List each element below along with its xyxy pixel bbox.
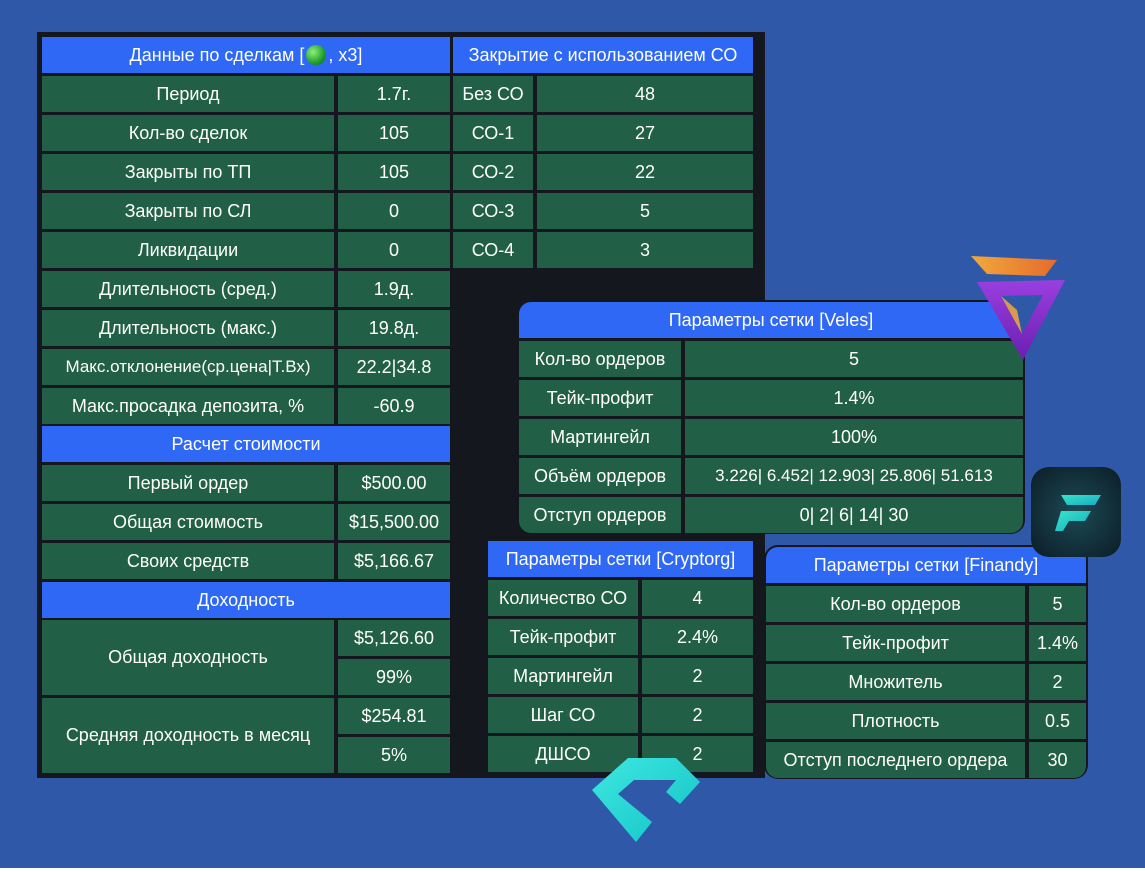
cryptorg-row-label: Шаг СО [488, 697, 638, 733]
deals-title-suffix: , x3] [328, 44, 363, 65]
cryptorg-table-header: Параметры сетки [Cryptorg] [488, 541, 753, 577]
deals-row-label: Макс.отклонение(ср.цена|Т.Вх) [42, 349, 334, 385]
veles-row-value: 3.226| 6.452| 12.903| 25.806| 51.613 [685, 458, 1023, 494]
cost-row-value: $15,500.00 [338, 504, 450, 540]
finandy-row-value: 5 [1029, 586, 1086, 622]
veles-logo-icon [971, 256, 1065, 360]
cryptorg-panel [486, 539, 755, 773]
bottom-strip [0, 868, 1145, 872]
deals-row-label: Кол-во сделок [42, 115, 334, 151]
veles-row-label: Тейк-профит [519, 380, 681, 416]
veles-row-value: 0| 2| 6| 14| 30 [685, 497, 1023, 533]
avg-profit-pct: 5% [338, 737, 450, 773]
cost-row-label: Общая стоимость [42, 504, 334, 540]
cryptorg-row-label: Мартингейл [488, 658, 638, 694]
deals-row-value: 105 [338, 154, 450, 190]
cost-row-value: $5,166.67 [338, 543, 450, 579]
finandy-logo-icon [1031, 467, 1121, 557]
deals-row-label: Ликвидации [42, 232, 334, 268]
finandy-row-label: Множитель [766, 664, 1025, 700]
avg-profit-label: Средняя доходность в месяц [42, 698, 334, 773]
deals-row-value: 22.2|34.8 [338, 349, 450, 385]
veles-row-value: 5 [685, 341, 1023, 377]
closing-row-label: СО-1 [453, 115, 533, 151]
closing-row-value: 22 [537, 154, 753, 190]
veles-panel [517, 300, 1025, 534]
cryptorg-row-value: 4 [642, 580, 753, 616]
cost-row-label: Первый ордер [42, 465, 334, 501]
closing-row-label: СО-4 [453, 232, 533, 268]
cost-row-label: Своих средств [42, 543, 334, 579]
avg-profit-usd: $254.81 [338, 698, 450, 734]
veles-row-label: Мартингейл [519, 419, 681, 455]
closing-row-label: СО-3 [453, 193, 533, 229]
deals-row-label: Длительность (макс.) [42, 310, 334, 346]
deals-row-label: Макс.просадка депозита, % [42, 388, 334, 424]
cryptorg-row-value: 2 [642, 658, 753, 694]
green-status-dot-icon [306, 45, 327, 65]
closing-row-value: 5 [537, 193, 753, 229]
closing-row-label: Без СО [453, 76, 533, 112]
cryptorg-row-label: Количество СО [488, 580, 638, 616]
veles-table-header: Параметры сетки [Veles] [519, 302, 1023, 338]
deals-row-value: -60.9 [338, 388, 450, 424]
total-profit-pct: 99% [338, 659, 450, 695]
cryptorg-row-value: 2.4% [642, 619, 753, 655]
cryptorg-row-value: 2 [642, 697, 753, 733]
deals-row-value: 0 [338, 193, 450, 229]
cryptorg-row-label: Тейк-профит [488, 619, 638, 655]
closing-row-value: 48 [537, 76, 753, 112]
finandy-row-label: Кол-во ордеров [766, 586, 1025, 622]
finandy-row-value: 1.4% [1029, 625, 1086, 661]
finandy-row-label: Плотность [766, 703, 1025, 739]
total-profit-usd: $5,126.60 [338, 620, 450, 656]
deals-row-label: Закрыты по СЛ [42, 193, 334, 229]
deals-row-value: 105 [338, 115, 450, 151]
closing-table-header: Закрытие с использованием СО [453, 37, 753, 73]
veles-row-label: Кол-во ордеров [519, 341, 681, 377]
deals-row-label: Длительность (сред.) [42, 271, 334, 307]
finandy-row-value: 0.5 [1029, 703, 1086, 739]
finandy-row-value: 30 [1029, 742, 1086, 778]
finandy-panel [764, 545, 1088, 779]
deals-row-value: 0 [338, 232, 450, 268]
cryptorg-row-label: ДШСО [488, 736, 638, 772]
deals-table-header: Данные по сделкам [ , x3] [42, 37, 450, 73]
cost-row-value: $500.00 [338, 465, 450, 501]
profit-section-header: Доходность [42, 582, 450, 618]
deals-row-label: Закрыты по ТП [42, 154, 334, 190]
veles-row-value: 100% [685, 419, 1023, 455]
cryptorg-logo-icon [592, 758, 700, 842]
deals-row-value: 1.9д. [338, 271, 450, 307]
closing-row-value: 27 [537, 115, 753, 151]
deals-row-label: Период [42, 76, 334, 112]
finandy-table-header: Параметры сетки [Finandy] [766, 547, 1086, 583]
cost-section-header: Расчет стоимости [42, 426, 450, 462]
finandy-row-label: Тейк-профит [766, 625, 1025, 661]
veles-row-value: 1.4% [685, 380, 1023, 416]
finandy-row-value: 2 [1029, 664, 1086, 700]
deals-title-prefix: Данные по сделкам [ [129, 44, 305, 65]
deals-row-value: 1.7г. [338, 76, 450, 112]
finandy-row-label: Отступ последнего ордера [766, 742, 1025, 778]
deals-row-value: 19.8д. [338, 310, 450, 346]
closing-row-label: СО-2 [453, 154, 533, 190]
closing-row-value: 3 [537, 232, 753, 268]
veles-row-label: Объём ордеров [519, 458, 681, 494]
total-profit-label: Общая доходность [42, 620, 334, 695]
veles-row-label: Отступ ордеров [519, 497, 681, 533]
